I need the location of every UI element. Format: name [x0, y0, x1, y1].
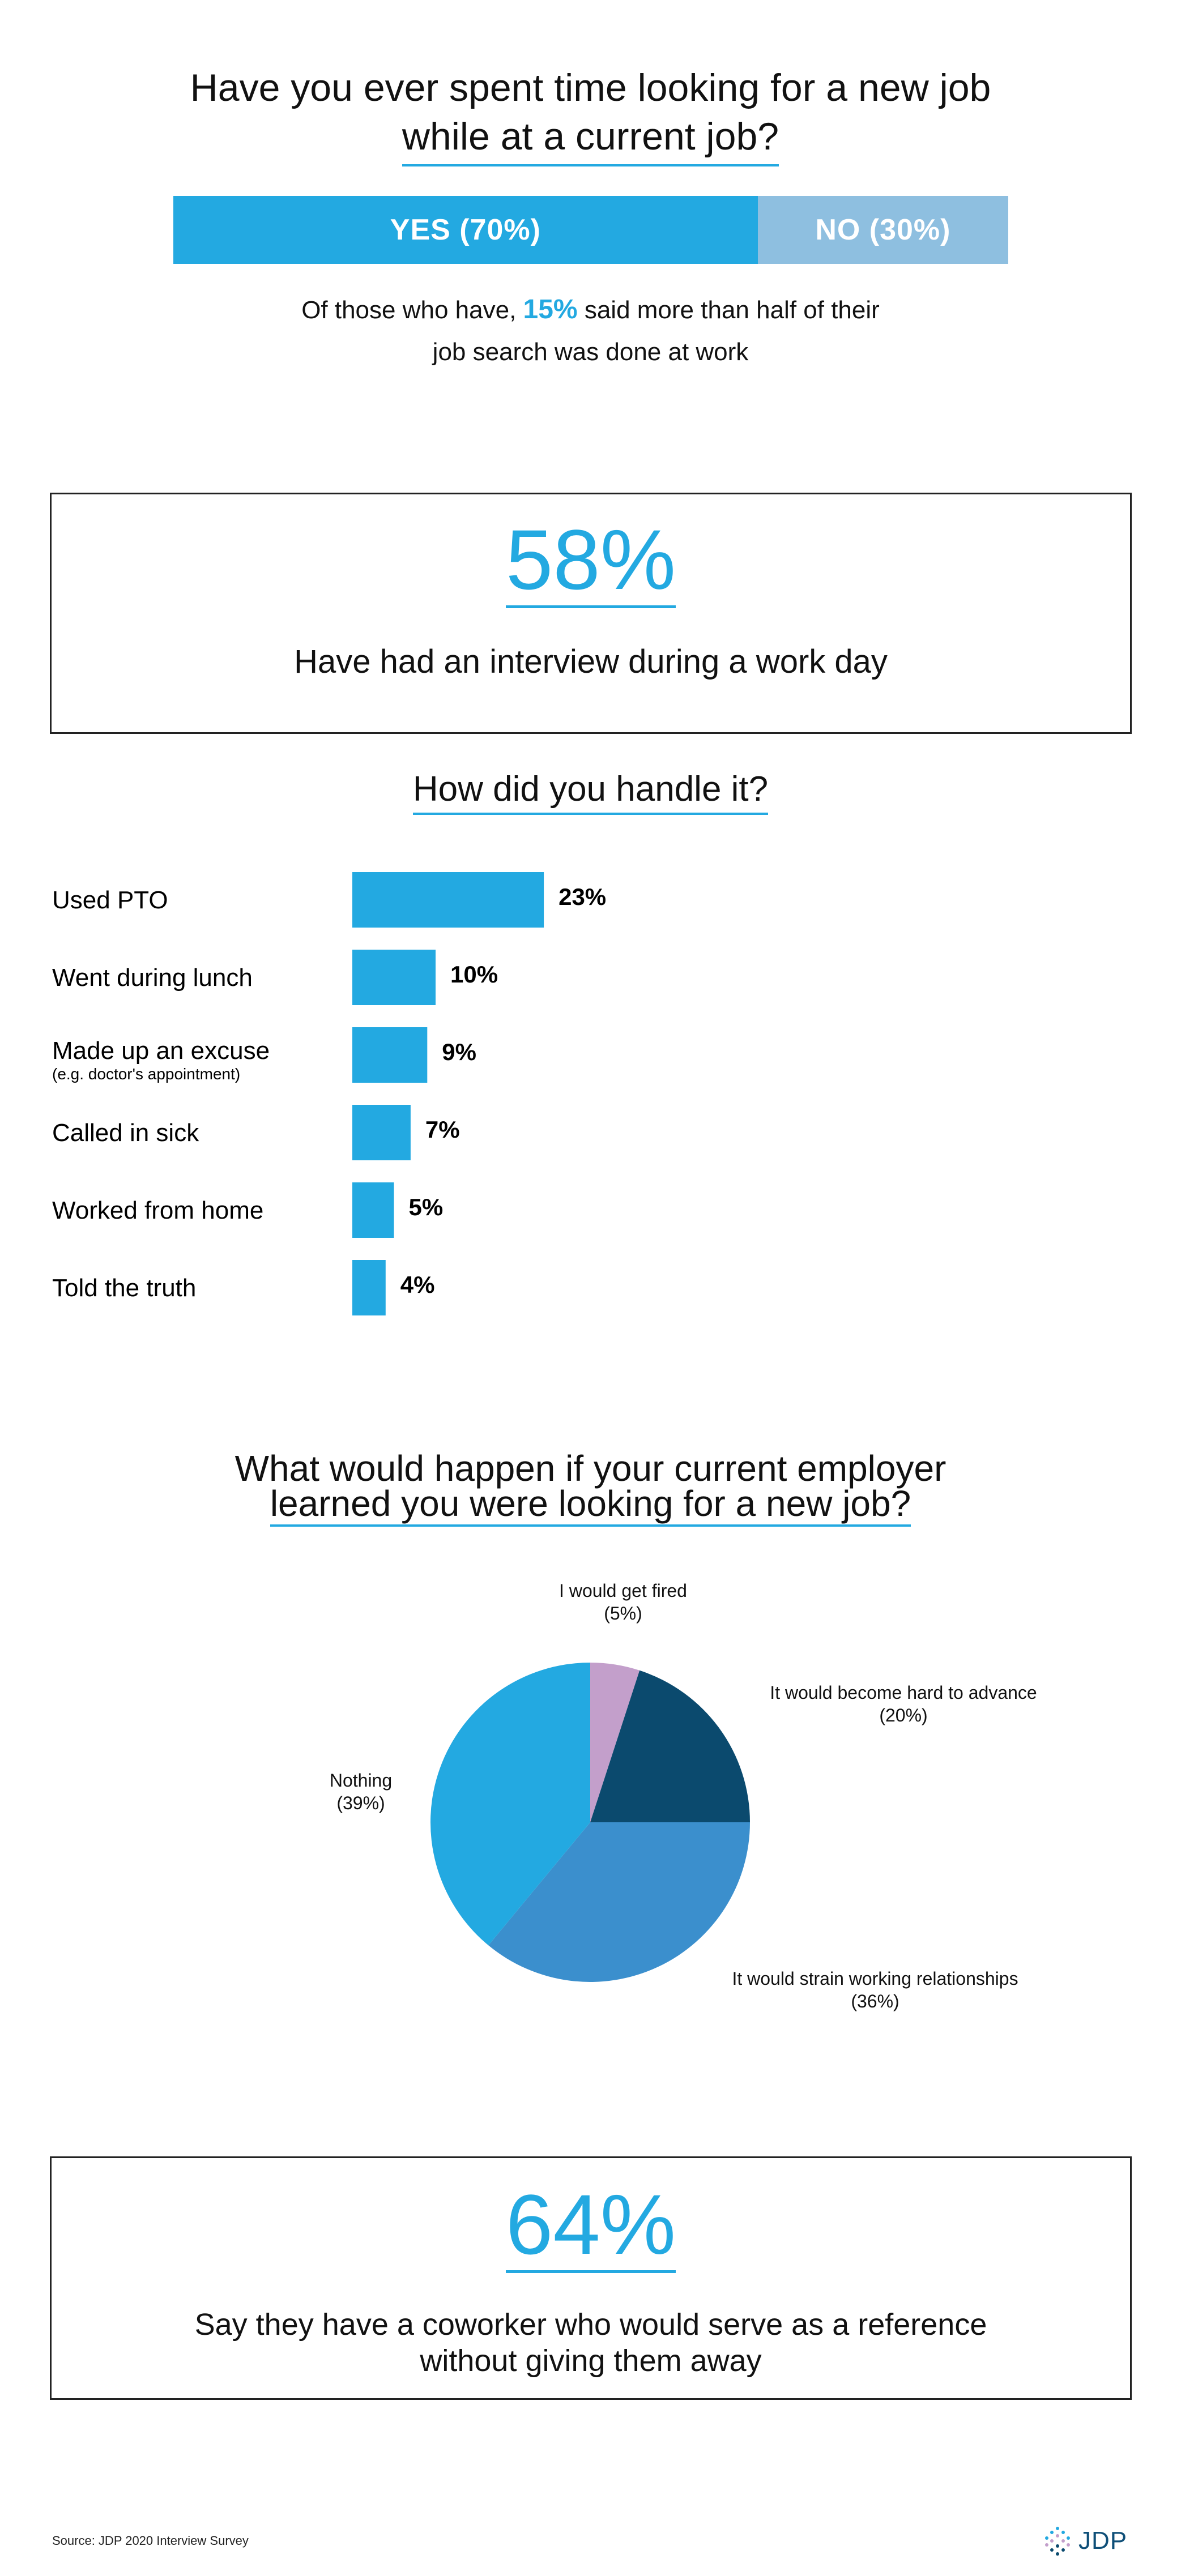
- bar-value-3: 7%: [425, 1116, 460, 1143]
- bar-label-0: Used PTO: [52, 886, 168, 914]
- yes-segment: YES (70%): [173, 196, 758, 264]
- bar-value-2: 9%: [442, 1039, 476, 1065]
- jdp-dots-icon: [1045, 2527, 1070, 2556]
- bar-label-3: Called in sick: [52, 1119, 199, 1147]
- bar-1: [352, 950, 436, 1005]
- pie-label-1: It would become hard to advance: [770, 1682, 1037, 1703]
- stat-box-label-2-line2: without giving them away: [420, 2344, 762, 2378]
- question-1-title-line2: while at a current job?: [402, 112, 779, 166]
- question-1-note: Of those who have, 15% said more than ha…: [0, 289, 1181, 373]
- stat-box-label-2: Say they have a coworker who would serve…: [52, 2306, 1130, 2379]
- bar-label-4: Worked from home: [52, 1197, 263, 1224]
- jdp-brand-text: JDP: [1078, 2527, 1128, 2554]
- pie-label-2: It would strain working relationships: [732, 1968, 1018, 1989]
- bar-chart-title: How did you handle it?: [0, 769, 1181, 815]
- question-1-title: Have you ever spent time looking for a n…: [0, 63, 1181, 166]
- big-stat-64: 64%: [505, 2177, 676, 2273]
- jdp-logo: JDP: [1042, 2526, 1127, 2556]
- bar-chart-title-text: How did you handle it?: [412, 769, 769, 815]
- pie-slice-1: [590, 1670, 750, 1822]
- stat-box-interview: 58% Have had an interview during a work …: [50, 493, 1132, 734]
- pie-chart: I would get fired(5%) It would become har…: [330, 1580, 1037, 2011]
- bar-label-1: Went during lunch: [52, 964, 253, 992]
- bar-4: [352, 1182, 394, 1238]
- bar-5: [352, 1260, 386, 1315]
- note-suffix: said more than half of their: [577, 296, 880, 324]
- pie-value-1: (20%): [879, 1705, 927, 1725]
- source-note: Source: JDP 2020 Interview Survey: [52, 2534, 249, 2548]
- note-line2: job search was done at work: [432, 338, 749, 366]
- bar-label-2: Made up an excuse: [52, 1037, 270, 1065]
- question-3-title: What would happen if your current employ…: [0, 1448, 1181, 1527]
- big-stat-58: 58%: [505, 512, 676, 608]
- bar-value-0: 23%: [558, 883, 606, 910]
- note-highlight: 15%: [523, 294, 578, 324]
- pie-value-2: (36%): [851, 1991, 899, 2011]
- pie-value-0: (5%): [604, 1603, 642, 1624]
- pie-label-0: I would get fired: [559, 1580, 687, 1601]
- stat-box-label-2-line1: Say they have a coworker who would serve…: [194, 2308, 987, 2342]
- bar-sublabel-2: (e.g. doctor's appointment): [52, 1065, 240, 1083]
- bar-0: [352, 872, 544, 928]
- bar-3: [352, 1105, 411, 1160]
- pie-slice-3: [430, 1663, 590, 1946]
- bar-value-1: 10%: [450, 961, 498, 988]
- bar-chart: Used PTO 23% Went during lunch 10% Made up a…: [52, 872, 606, 1315]
- bar-value-5: 4%: [400, 1271, 435, 1298]
- stat-box-reference: 64% Say they have a coworker who would s…: [50, 2156, 1132, 2400]
- no-segment: NO (30%): [757, 196, 1008, 264]
- pie-label-3: Nothing: [330, 1770, 392, 1791]
- question-3-title-line2: learned you were looking for a new job?: [270, 1485, 911, 1527]
- stat-box-label: Have had an interview during a work day: [294, 643, 888, 680]
- pie-slice-0: [590, 1663, 640, 1822]
- note-prefix: Of those who have,: [301, 296, 523, 324]
- yes-no-bar: YES (70%) NO (30%): [173, 196, 1008, 264]
- pie-slice-2: [488, 1822, 750, 1982]
- question-1-title-line1: Have you ever spent time looking for a n…: [190, 66, 991, 109]
- bar-value-4: 5%: [409, 1194, 444, 1220]
- bar-2: [352, 1027, 428, 1083]
- bar-label-5: Told the truth: [52, 1274, 196, 1302]
- question-3-title-line1: What would happen if your current employ…: [235, 1448, 946, 1489]
- pie-value-3: (39%): [336, 1793, 385, 1813]
